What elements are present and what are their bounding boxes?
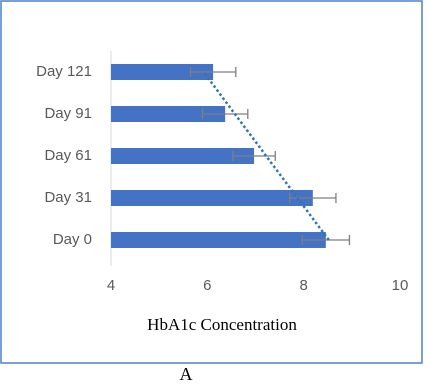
bar bbox=[111, 190, 313, 206]
caption: A bbox=[180, 364, 193, 384]
x-tick-label: 4 bbox=[107, 277, 115, 294]
bar bbox=[111, 106, 226, 122]
bar bbox=[111, 148, 255, 164]
x-axis-label: HbA1c Concentration bbox=[147, 315, 297, 334]
chart-frame bbox=[0, 0, 423, 364]
bar bbox=[111, 64, 214, 80]
bar bbox=[111, 232, 326, 248]
error-bar bbox=[201, 109, 249, 119]
error-bar bbox=[232, 151, 276, 161]
y-tick-label: Day 31 bbox=[44, 189, 92, 206]
x-tick-label: 8 bbox=[299, 277, 307, 294]
y-tick-label: Day 91 bbox=[44, 105, 92, 122]
x-tick-label: 10 bbox=[392, 277, 409, 294]
y-tick-label: Day 0 bbox=[53, 231, 92, 248]
y-tick-label: Day 61 bbox=[44, 147, 92, 164]
y-tick-label: Day 121 bbox=[36, 63, 92, 80]
x-tick-label: 6 bbox=[203, 277, 211, 294]
error-bar bbox=[189, 67, 237, 77]
error-bar bbox=[301, 235, 351, 245]
